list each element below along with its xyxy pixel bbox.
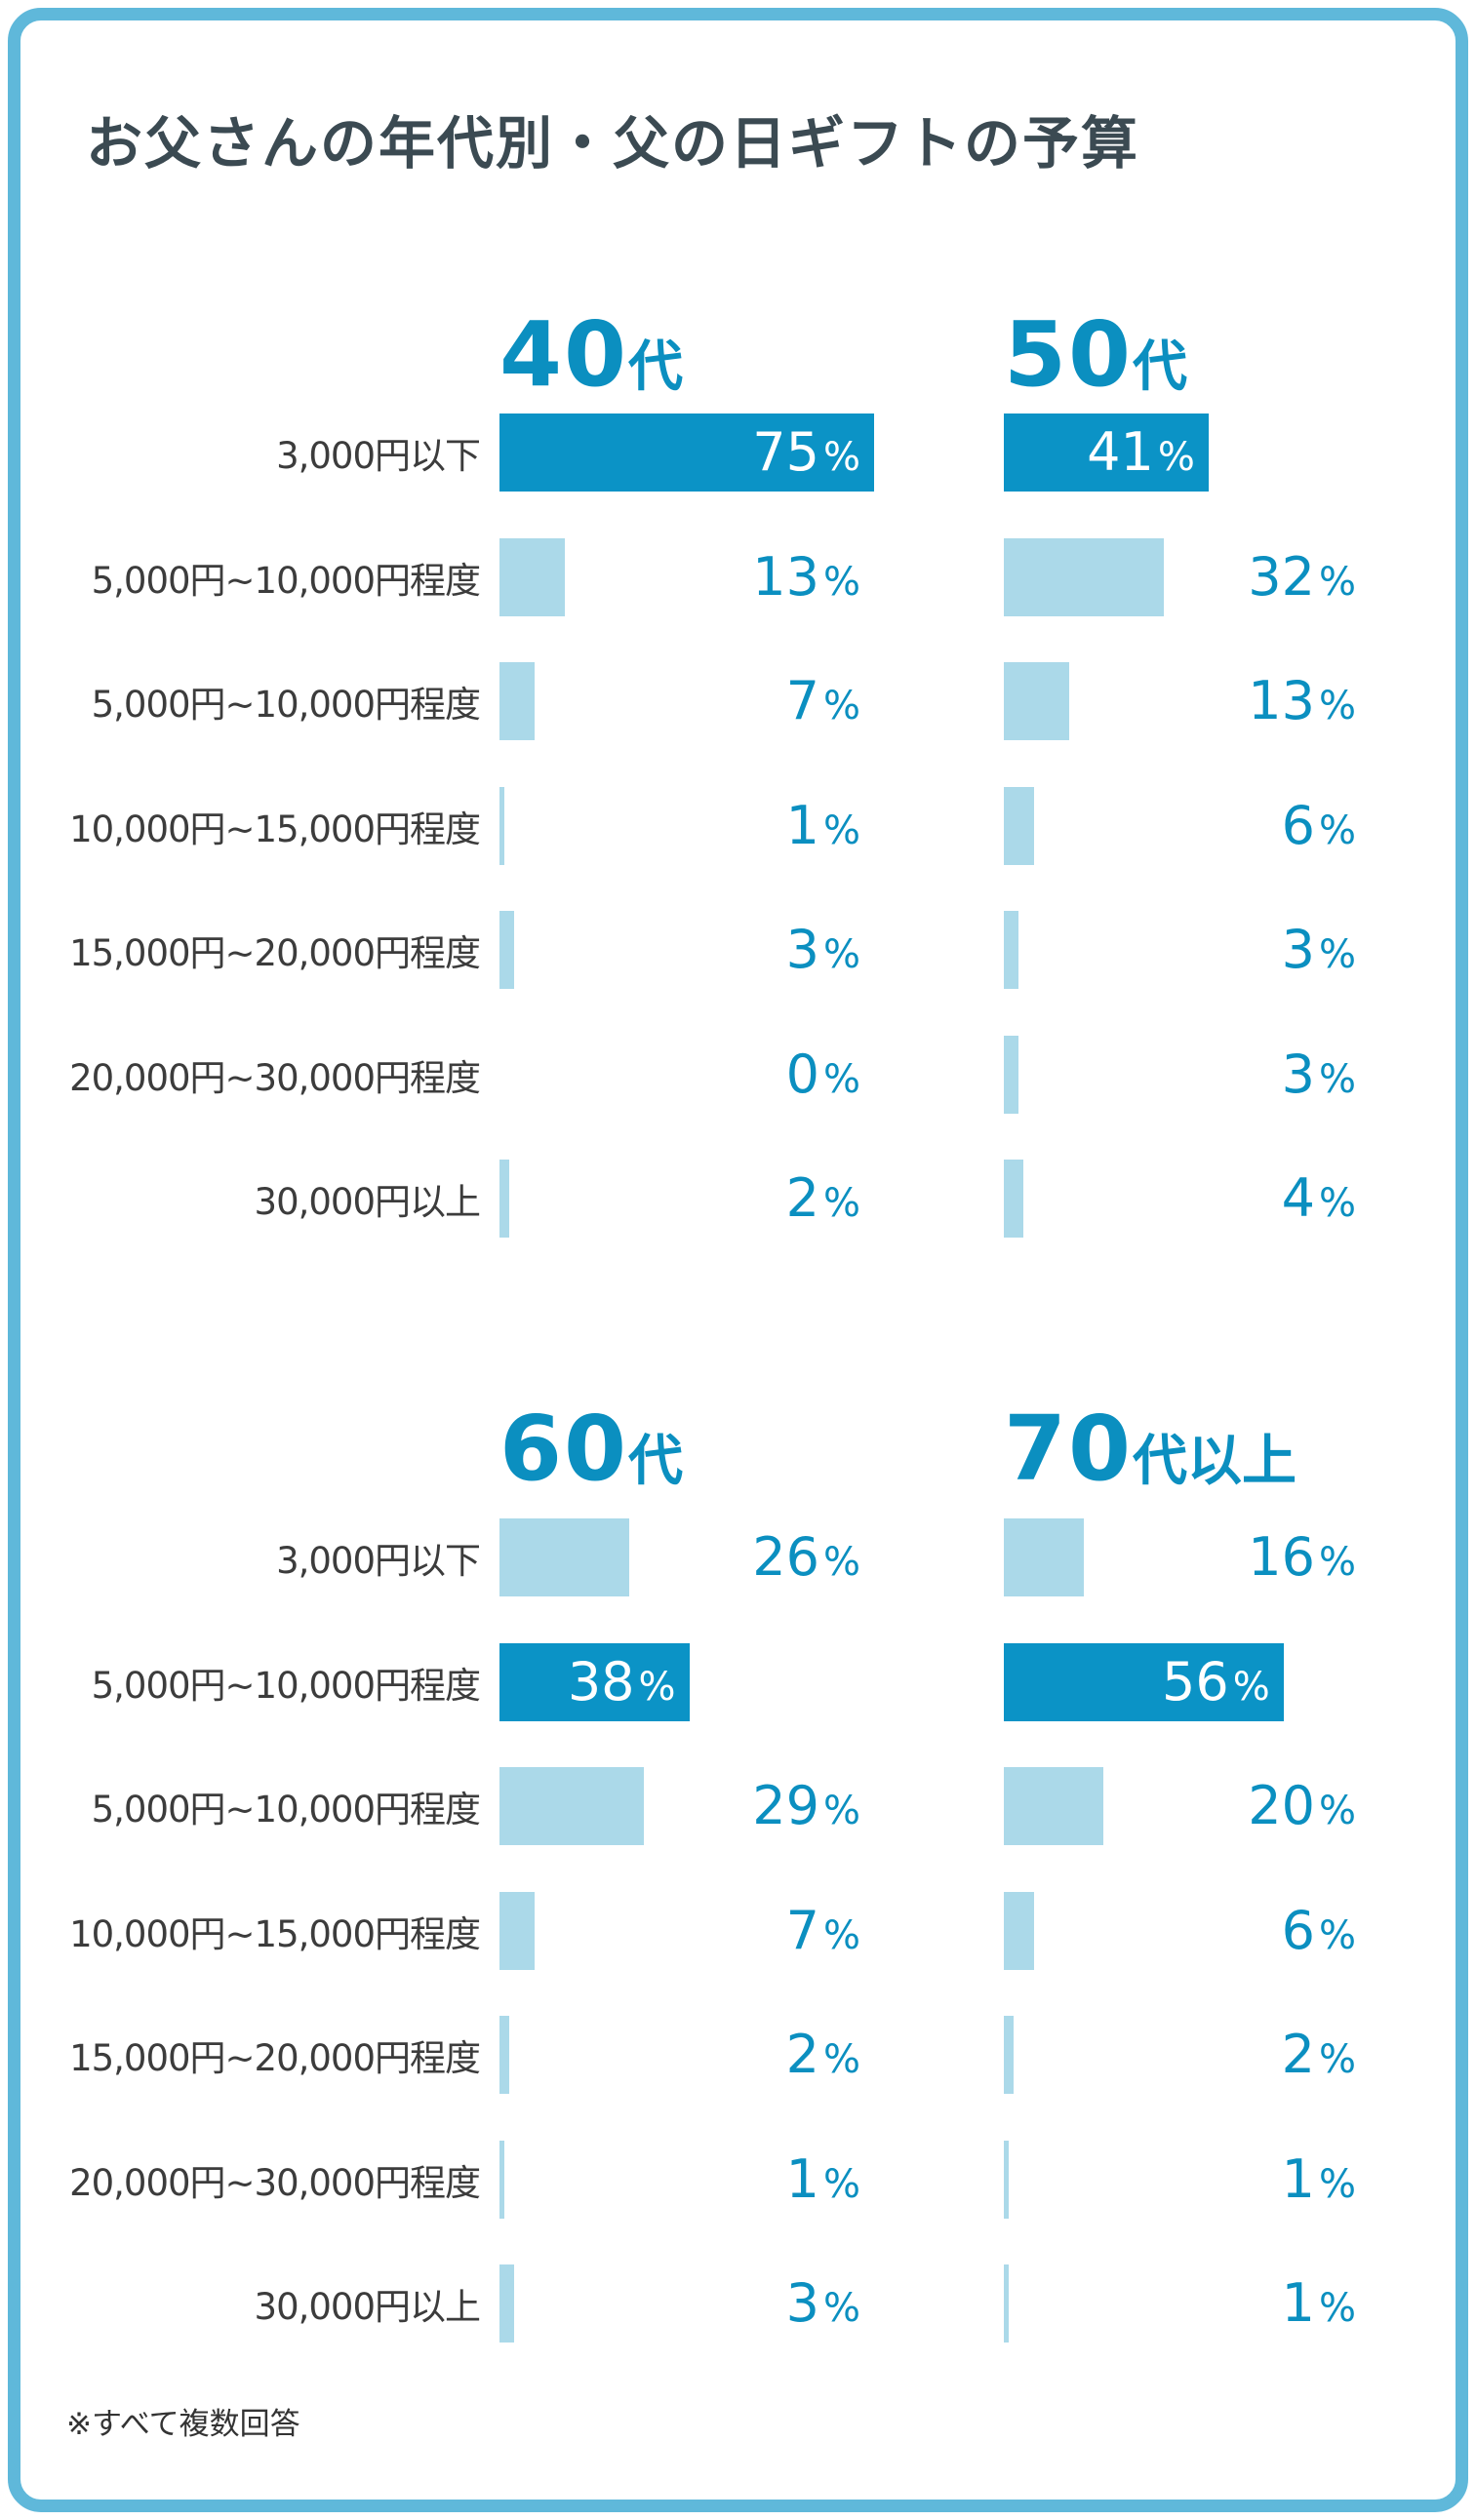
value-label: 26%	[752, 1526, 860, 1588]
category-label: 5,000円~10,000円程度	[91, 1789, 481, 1831]
value-label: 1%	[1281, 2272, 1356, 2334]
panel-heading-number: 50	[1004, 302, 1134, 407]
value-label: 1%	[1281, 2147, 1356, 2210]
panel-heading-1: 50代	[1004, 310, 1187, 400]
panel-heading-suffix: 代以上	[1133, 1430, 1297, 1493]
panel-heading-number: 40	[499, 302, 629, 407]
value-label: 13%	[1248, 670, 1356, 731]
category-label: 15,000円~20,000円程度	[69, 2037, 481, 2079]
chart-frame	[8, 8, 1468, 2512]
category-label: 3,000円以下	[276, 435, 481, 477]
category-label: 3,000円以下	[276, 1540, 481, 1582]
value-label: 6%	[1281, 794, 1356, 856]
value-label: 7%	[785, 1899, 860, 1961]
bar	[1004, 1642, 1284, 1721]
value-label: 3%	[1281, 1043, 1356, 1105]
bar	[499, 2264, 515, 2343]
bar	[1004, 786, 1034, 865]
bar	[1004, 1891, 1034, 1970]
category-label: 15,000円~20,000円程度	[69, 932, 481, 974]
bar	[1004, 2140, 1010, 2219]
value-label: 3%	[785, 2272, 860, 2334]
value-label: 1%	[785, 794, 860, 856]
bar	[499, 1160, 510, 1238]
bar	[1004, 2264, 1010, 2343]
value-label: 2%	[785, 1167, 860, 1229]
value-label: 1%	[785, 2147, 860, 2210]
bar	[1004, 2016, 1015, 2094]
bar	[499, 2016, 510, 2094]
bar	[1004, 1767, 1104, 1845]
panel-heading-3: 70代以上	[1004, 1404, 1296, 1494]
bar	[499, 1518, 630, 1596]
value-label: 2%	[785, 2024, 860, 2085]
value-label: 6%	[1281, 1899, 1356, 1961]
value-label: 56%	[1161, 1650, 1270, 1713]
value-label: 0%	[785, 1043, 860, 1105]
bar	[499, 1891, 535, 1970]
bar	[1004, 413, 1209, 492]
category-label: 10,000円~15,000円程度	[69, 1912, 481, 1955]
category-label: 5,000円~10,000円程度	[91, 684, 481, 726]
category-label: 10,000円~15,000円程度	[69, 807, 481, 850]
footnote: ※すべて複数回答	[66, 2407, 300, 2442]
bar	[499, 786, 505, 865]
bar	[499, 911, 515, 989]
value-label: 2%	[1281, 2024, 1356, 2085]
value-label: 38%	[567, 1650, 676, 1713]
value-label: 13%	[752, 545, 860, 608]
category-label: 5,000円~10,000円程度	[91, 559, 481, 602]
value-label: 16%	[1248, 1526, 1356, 1588]
bar	[1004, 537, 1164, 616]
panel-heading-suffix: 代	[628, 335, 684, 399]
bar	[499, 662, 535, 740]
value-label: 4%	[1281, 1167, 1356, 1229]
value-label: 75%	[752, 421, 860, 483]
bar	[499, 1642, 690, 1721]
category-label: 5,000円~10,000円程度	[91, 1664, 481, 1707]
value-label: 41%	[1087, 421, 1195, 483]
panel-heading-number: 70	[1004, 1397, 1134, 1501]
value-label: 7%	[785, 670, 860, 731]
panel-heading-2: 60代	[499, 1404, 683, 1494]
bar	[1004, 662, 1069, 740]
panel-heading-suffix: 代	[1133, 335, 1188, 399]
value-label: 3%	[785, 919, 860, 980]
value-label: 32%	[1248, 545, 1356, 608]
panel-heading-suffix: 代	[628, 1430, 684, 1493]
value-label: 29%	[752, 1775, 860, 1836]
panel-heading-number: 60	[499, 1397, 629, 1501]
chart-title: お父さんの年代別・父の日ギフトの予算	[86, 110, 1140, 177]
bar	[499, 413, 874, 492]
category-label: 30,000円以上	[254, 1181, 481, 1223]
bar	[499, 1767, 645, 1845]
bar	[1004, 911, 1019, 989]
bar	[1004, 1035, 1019, 1114]
category-label: 20,000円~30,000円程度	[69, 2161, 481, 2204]
bar	[1004, 1518, 1084, 1596]
value-label: 20%	[1248, 1775, 1356, 1836]
category-label: 20,000円~30,000円程度	[69, 1056, 481, 1099]
value-label: 3%	[1281, 919, 1356, 980]
bar	[499, 537, 565, 616]
bar	[1004, 1160, 1024, 1238]
category-label: 30,000円以上	[254, 2286, 481, 2328]
panel-heading-0: 40代	[499, 310, 683, 400]
bar	[499, 2140, 505, 2219]
